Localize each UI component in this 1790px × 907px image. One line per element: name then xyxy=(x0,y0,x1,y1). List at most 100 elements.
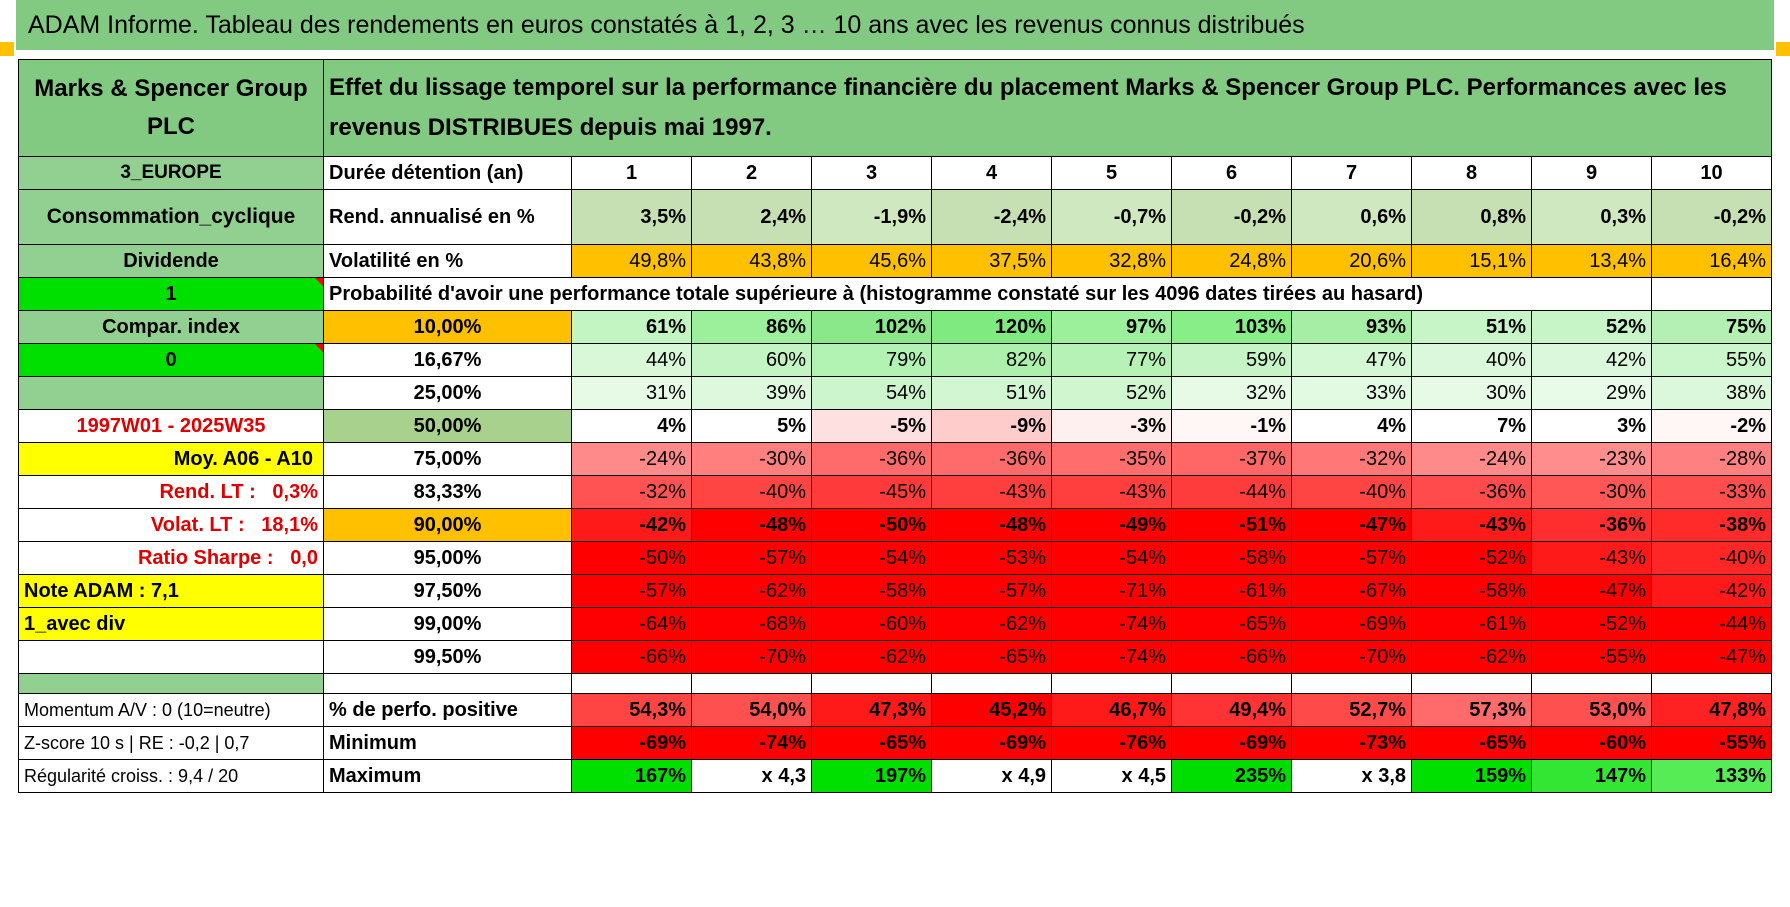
probability-cell: 52% xyxy=(1051,376,1172,410)
probability-cell: 75% xyxy=(1651,310,1772,344)
probability-cell: -36% xyxy=(1531,508,1652,542)
annual-return-cell: 3,5% xyxy=(571,189,692,245)
maximum-cell: 133% xyxy=(1651,759,1772,793)
probability-cell: -65% xyxy=(931,640,1052,674)
page-title: ADAM Informe. Tableau des rendements en … xyxy=(16,0,1774,50)
gap-cell xyxy=(1531,673,1652,694)
probability-cell: -2% xyxy=(1651,409,1772,443)
probability-row: Compar. index 10,00% 61% 86% 102% 120% 97% 103%… xyxy=(18,310,1772,344)
probability-row: Ratio Sharpe : 0,0 95,00% -50% -57% -54% -53%… xyxy=(18,541,1772,575)
probability-cell: 97% xyxy=(1051,310,1172,344)
probability-cell: -47% xyxy=(1291,508,1412,542)
maximum-cell: 235% xyxy=(1171,759,1292,793)
maximum-cell: x 4,3 xyxy=(691,759,812,793)
probability-cell: 55% xyxy=(1651,343,1772,377)
maximum-cell: 197% xyxy=(811,759,932,793)
probability-cell: -47% xyxy=(1651,640,1772,674)
probability-cell: -44% xyxy=(1171,475,1292,509)
probability-cell: -43% xyxy=(931,475,1052,509)
year-header: 9 xyxy=(1531,156,1652,190)
regularite-label: Régularité croiss. : 9,4 / 20 xyxy=(18,759,324,793)
gap-cell xyxy=(811,673,932,694)
probability-cell: 31% xyxy=(571,376,692,410)
probability-cell: 44% xyxy=(571,343,692,377)
probability-header-row: 1 Probabilité d'avoir une performance tot… xyxy=(18,277,1772,311)
probability-row: 1997W01 - 2025W35 50,00% 4% 5% -5% -9% -3% -1% 4… xyxy=(18,409,1772,443)
probability-cell: -65% xyxy=(1171,607,1292,641)
positive-label: % de perfo. positive xyxy=(323,693,572,727)
probability-row: Moy. A06 - A10 75,00% -24% -30% -36% -36% -35%… xyxy=(18,442,1772,476)
probability-cell: 102% xyxy=(811,310,932,344)
flag-2: 0 xyxy=(18,343,324,377)
probability-cell: -42% xyxy=(1651,574,1772,608)
probability-cell: 61% xyxy=(571,310,692,344)
probability-cell: -36% xyxy=(931,442,1052,476)
probability-row: 99,50% -66% -70% -62% -65% -74% -66% -70% -62% -5… xyxy=(18,640,1772,674)
probability-level: 10,00% xyxy=(323,310,572,344)
probability-cell: -74% xyxy=(1051,607,1172,641)
probability-cell: -28% xyxy=(1651,442,1772,476)
maximum-cell: x 4,5 xyxy=(1051,759,1172,793)
probability-row: Volat. LT : 18,1% 90,00% -42% -48% -50% -48% -… xyxy=(18,508,1772,542)
probability-cell: 47% xyxy=(1291,343,1412,377)
probability-level: 50,00% xyxy=(323,409,572,443)
probability-cell: -62% xyxy=(691,574,812,608)
probability-cell: -66% xyxy=(571,640,692,674)
probability-cell: -53% xyxy=(931,541,1052,575)
volatility-cell: 32,8% xyxy=(1051,244,1172,278)
probability-cell: 3% xyxy=(1531,409,1652,443)
gap-cell xyxy=(1411,673,1532,694)
probability-cell: -23% xyxy=(1531,442,1652,476)
probability-row: Note ADAM : 7,1 97,50% -57% -62% -58% -57% -71… xyxy=(18,574,1772,608)
probability-cell: 52% xyxy=(1531,310,1652,344)
probability-cell: -30% xyxy=(691,442,812,476)
probability-cell: -57% xyxy=(691,541,812,575)
probability-cell: -50% xyxy=(811,508,932,542)
probability-cell: 39% xyxy=(691,376,812,410)
probability-cell: -40% xyxy=(691,475,812,509)
maximum-cell: x 4,9 xyxy=(931,759,1052,793)
probability-cell: 54% xyxy=(811,376,932,410)
probability-row: 0 16,67% 44% 60% 79% 82% 77% 59% 47% 40% 42% 55% xyxy=(18,343,1772,377)
period-label: 1997W01 - 2025W35 xyxy=(18,409,324,443)
probability-level: 25,00% xyxy=(323,376,572,410)
probability-cell: -58% xyxy=(1171,541,1292,575)
probability-cell: -44% xyxy=(1651,607,1772,641)
probability-cell: 60% xyxy=(691,343,812,377)
probability-cell: -64% xyxy=(571,607,692,641)
minimum-label: Minimum xyxy=(323,726,572,760)
region-label: 3_EUROPE xyxy=(18,156,324,190)
positive-cell: 53,0% xyxy=(1531,693,1652,727)
probability-cell: -49% xyxy=(1051,508,1172,542)
annual-return-cell: 0,3% xyxy=(1531,189,1652,245)
positive-cell: 54,0% xyxy=(691,693,812,727)
annual-return-cell: -1,9% xyxy=(811,189,932,245)
momentum-label: Momentum A/V : 0 (10=neutre) xyxy=(18,693,324,727)
minimum-row: Z-score 10 s | RE : -0,2 | 0,7 Minimum -69… xyxy=(18,726,1772,760)
probability-cell: -61% xyxy=(1411,607,1532,641)
probability-cell: 29% xyxy=(1531,376,1652,410)
volat-lt-value: 18,1% xyxy=(261,513,318,536)
volatility-cell: 37,5% xyxy=(931,244,1052,278)
year-header: 3 xyxy=(811,156,932,190)
sharpe-value: 0,0 xyxy=(290,546,318,569)
positive-cell: 52,7% xyxy=(1291,693,1412,727)
probability-row: 25,00% 31% 39% 54% 51% 52% 32% 33% 30% 29% 38% xyxy=(18,376,1772,410)
year-header: 8 xyxy=(1411,156,1532,190)
probability-cell: 4% xyxy=(571,409,692,443)
probability-cell: -55% xyxy=(1531,640,1652,674)
positive-cell: 47,3% xyxy=(811,693,932,727)
annual-return-cell: -2,4% xyxy=(931,189,1052,245)
probability-cell: -61% xyxy=(1171,574,1292,608)
volatility-cell: 20,6% xyxy=(1291,244,1412,278)
probability-cell: 7% xyxy=(1411,409,1532,443)
maximum-cell: 167% xyxy=(571,759,692,793)
volatility-row: Dividende Volatilité en % 49,8% 43,8% 45,6% 3… xyxy=(18,244,1772,278)
volat-lt: Volat. LT : 18,1% xyxy=(18,508,324,542)
gap-cell xyxy=(18,673,324,694)
income-type-label: Dividende xyxy=(18,244,324,278)
probability-cell: 51% xyxy=(931,376,1052,410)
probability-cell: -48% xyxy=(691,508,812,542)
volatility-cell: 15,1% xyxy=(1411,244,1532,278)
year-header: 1 xyxy=(571,156,692,190)
